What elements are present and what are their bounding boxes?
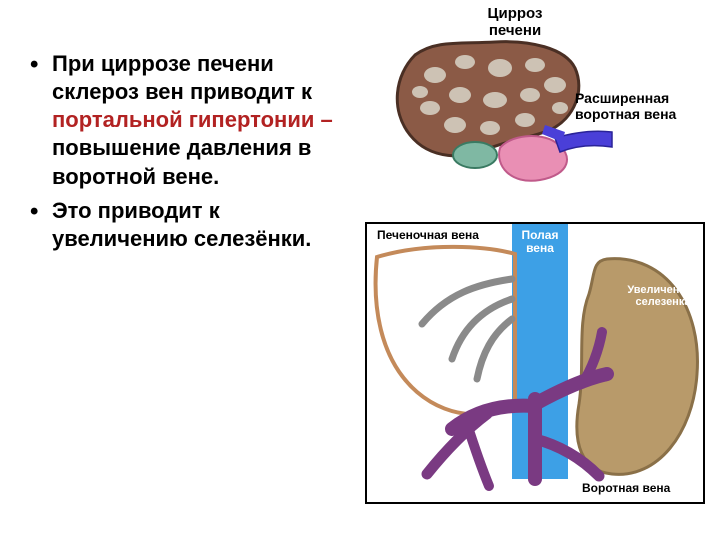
bullet-2: Это приводит к увеличению селезёнки.	[52, 197, 335, 253]
portal-system-figure: Печеночная вена Полая вена Увеличенная с…	[365, 222, 710, 512]
bullet-1-pre: При циррозе печени склероз вен приводит …	[52, 51, 312, 104]
label-vena-cava: Полая вена	[512, 229, 568, 255]
label-portal-vein: Воротная вена	[582, 482, 670, 495]
figure-frame: Печеночная вена Полая вена Увеличенная с…	[365, 222, 705, 504]
text-column: При циррозе печени склероз вен приводит …	[0, 0, 345, 540]
label-enlarged-spleen: Увеличенная селезенка	[621, 284, 705, 308]
label-hepatic-vein: Печеночная вена	[377, 229, 479, 242]
bullet-1-highlight: портальной гипертонии –	[52, 107, 333, 132]
label-dilated-portal-vein: Расширенная воротная вена	[575, 90, 715, 122]
bullet-1-post: повышение давления в воротной вене.	[52, 135, 311, 188]
portal-system-svg	[367, 224, 703, 502]
bullet-1: При циррозе печени склероз вен приводит …	[52, 50, 335, 191]
diagram-column: Цирроз печени	[345, 0, 720, 540]
bullet-list: При циррозе печени склероз вен приводит …	[30, 50, 335, 253]
